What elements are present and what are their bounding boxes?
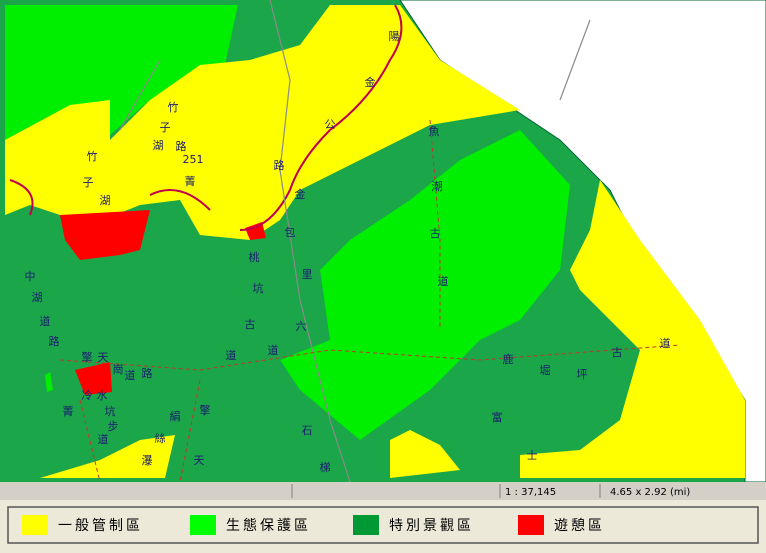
legend: 一般管制區 生態保護區 特別景觀區 遊憩區 — [22, 515, 605, 535]
control-zone — [5, 5, 520, 240]
map-label: 冷 — [82, 389, 93, 402]
map-label: 潮 — [432, 179, 443, 193]
eco-zone — [45, 372, 53, 392]
map-label: 瀑 — [142, 454, 153, 467]
map-label: 包 — [285, 226, 296, 239]
map-label: 竹 — [87, 149, 98, 163]
map-label: 步 — [108, 420, 119, 433]
legend-box — [7, 506, 759, 544]
control-zone — [390, 430, 460, 478]
map-label: 古 — [430, 227, 441, 240]
legend-swatch — [353, 515, 379, 535]
map-label: 子 — [160, 121, 171, 134]
legend-label: 生態保護區 — [226, 518, 311, 534]
map-label: 金 — [365, 75, 376, 89]
map-label: 富 — [492, 410, 503, 424]
map-label: 石 — [302, 424, 313, 437]
map-label: 擎 — [200, 403, 211, 417]
map-label: 天 — [98, 351, 109, 364]
map-label: 桃 — [249, 250, 260, 264]
recreation-zone — [60, 210, 150, 260]
road — [119, 0, 591, 483]
map-label: 道 — [40, 314, 51, 328]
map-label: 道 — [125, 368, 136, 382]
map-label: 路 — [49, 335, 60, 348]
map-label: 坑 — [253, 281, 264, 295]
map-label: 竹 — [168, 100, 179, 114]
map-label: 路 — [142, 367, 153, 380]
recreation-zone — [245, 222, 266, 240]
scale-text: 1 : 37,145 — [505, 487, 556, 498]
extent-text: 4.65 x 2.92 (mi) — [610, 487, 690, 498]
map-label: 路 — [176, 140, 187, 153]
map-label: 子 — [83, 176, 94, 189]
map-label: 梯 — [320, 461, 331, 474]
map-label: 湖 — [32, 291, 43, 304]
map-label: 古 — [245, 318, 256, 331]
map-label: 天 — [194, 454, 205, 467]
legend-label: 特別景觀區 — [389, 518, 474, 534]
map-label: 公 — [325, 118, 336, 131]
legend-swatch — [518, 515, 544, 535]
map-label: 中 — [25, 270, 36, 283]
status-bar — [0, 482, 766, 500]
trail — [59, 119, 681, 483]
map-label: 絹 — [170, 409, 181, 423]
control-zone — [40, 435, 175, 478]
map-label: 道 — [226, 348, 237, 362]
map-label: 湖 — [153, 139, 164, 152]
recreation-zone — [75, 362, 112, 395]
map-label: 道 — [438, 274, 449, 288]
map-label: 六 — [296, 320, 307, 333]
map-label: 絲 — [155, 431, 166, 445]
map-label: 金 — [295, 187, 306, 201]
map-label: 里 — [302, 268, 313, 281]
control-zone — [520, 180, 745, 478]
map-label: 坑 — [105, 404, 116, 418]
legend-swatch — [22, 515, 48, 535]
river — [9, 4, 403, 231]
map-label: 鹿 — [503, 352, 514, 366]
map-label: 菁 — [185, 175, 196, 188]
map-label: 魚 — [429, 125, 440, 138]
map-label: 古 — [612, 346, 623, 359]
map-label: 道 — [268, 343, 279, 357]
map-label: 崗 — [113, 363, 124, 376]
legend-label: 一般管制區 — [58, 518, 143, 534]
map-label: 路 — [274, 159, 285, 172]
map-label: 坪 — [577, 368, 588, 381]
map-label: 251 — [183, 153, 204, 166]
map-label: 士 — [527, 449, 538, 462]
legend-label: 遊憩區 — [554, 517, 605, 534]
eco-zone — [5, 5, 238, 140]
map-label: 道 — [660, 336, 671, 350]
map-label: 擎 — [82, 350, 93, 364]
map-label: 菁 — [63, 405, 74, 418]
map-label: 湖 — [100, 194, 111, 207]
map-labels: 陽金公竹子湖 路251竹子湖菁路金包里桃坑古道六道中湖道路擎 天崗道路冷 水坑步道絹絲… — [25, 30, 671, 474]
map-label: 堀 — [540, 364, 551, 377]
legend-swatch — [190, 515, 216, 535]
map-label: 陽 — [389, 30, 400, 43]
map-label: 道 — [98, 432, 109, 446]
map-label: 水 — [97, 389, 108, 402]
eco-zone — [280, 130, 570, 440]
